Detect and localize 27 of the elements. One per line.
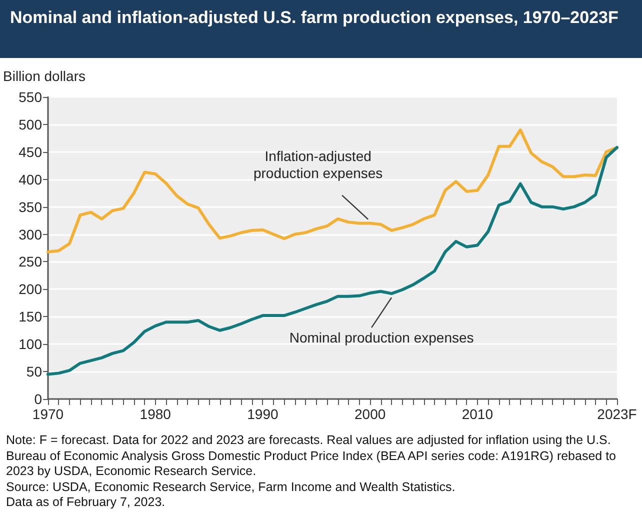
annotation: Inflation-adjusted production expenses bbox=[253, 148, 383, 181]
y-tick-label: 500 bbox=[18, 116, 42, 132]
chart-title: Nominal and inflation-adjusted U.S. farm production expenses, 1970–2023F bbox=[0, 0, 642, 58]
x-tick-label: 2023F bbox=[597, 406, 637, 422]
x-tick-label: 1980 bbox=[140, 406, 172, 422]
y-tick-label: 400 bbox=[18, 171, 42, 188]
y-tick-label: 250 bbox=[18, 254, 42, 270]
y-axis-title: Billion dollars bbox=[3, 68, 86, 84]
y-tick-label: 300 bbox=[18, 226, 42, 242]
x-tick-label: 1990 bbox=[247, 406, 278, 422]
y-tick-label: 100 bbox=[18, 336, 42, 352]
y-tick-label: 50 bbox=[26, 364, 42, 380]
text: Data as of February 7, 2023. bbox=[6, 495, 166, 510]
y-tick-label: 0 bbox=[34, 391, 42, 407]
y-tick-label: 200 bbox=[18, 281, 42, 298]
x-tick-label: 2010 bbox=[462, 406, 494, 422]
source-note: Source: USDA, Economic Research Service, Farm Income and Wealth Statistics. bbox=[6, 480, 456, 495]
line-series bbox=[46, 146, 618, 376]
annotation: Nominal production expenses bbox=[289, 330, 474, 346]
y-tick-label: 550 bbox=[18, 89, 42, 105]
x-tick-label: 2000 bbox=[354, 406, 386, 422]
y-tick-label: 350 bbox=[18, 198, 42, 215]
text: Note: F = forecast. Data for 2022 and 2023 are forecasts. Real values are adjusted for inflation using the U.S. Bureau of Economic Analysis Gross Domestic Product Price Index (BEA API series code: A191RG) rebased to 2023 by USDA, Economic Research Service. bbox=[6, 433, 618, 480]
line-series bbox=[46, 128, 618, 254]
y-tick-label: 150 bbox=[18, 308, 42, 325]
x-tick-label: 1970 bbox=[32, 406, 64, 422]
y-tick-label: 450 bbox=[18, 144, 42, 160]
